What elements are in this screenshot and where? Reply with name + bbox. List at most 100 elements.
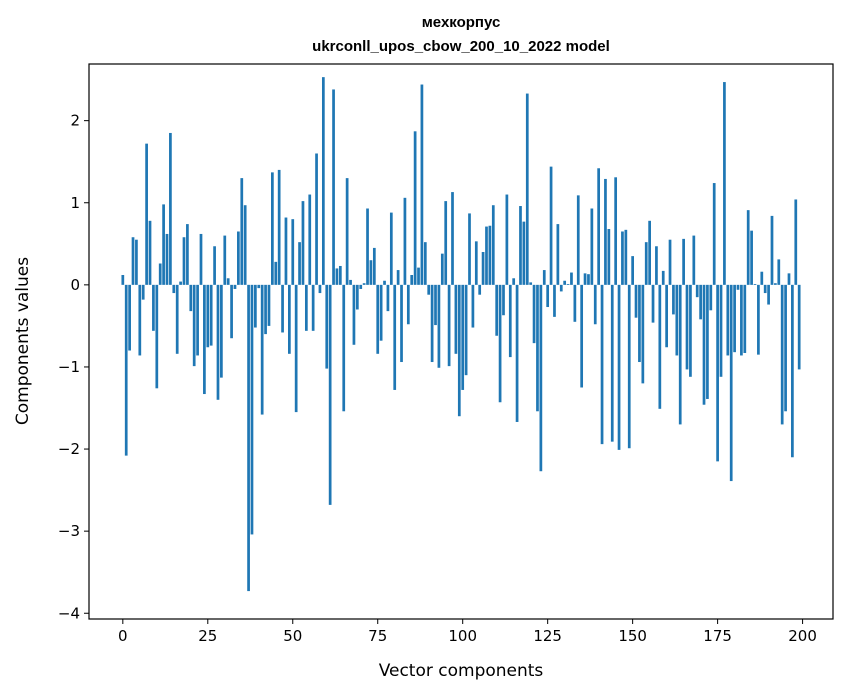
bar	[627, 284, 631, 449]
bar	[590, 208, 594, 285]
bar	[498, 284, 502, 403]
bar	[427, 284, 431, 295]
bar	[716, 284, 719, 462]
x-tick-label: 175	[703, 627, 732, 645]
bar	[519, 206, 522, 285]
bar	[182, 237, 186, 285]
bar	[495, 284, 499, 336]
bar	[692, 235, 696, 285]
bar	[491, 205, 495, 285]
bar	[553, 284, 556, 317]
bar	[152, 284, 155, 331]
bar	[797, 284, 801, 370]
bar	[695, 284, 699, 298]
bar	[141, 284, 145, 300]
bar	[624, 229, 628, 285]
bar	[532, 284, 536, 344]
bar	[485, 226, 488, 285]
y-tick-label: 2	[70, 112, 80, 130]
bar	[294, 284, 298, 413]
bar	[169, 132, 172, 285]
bar	[750, 230, 753, 285]
bar	[706, 284, 709, 399]
bar-series	[121, 77, 801, 592]
bar	[682, 238, 685, 285]
bar	[138, 284, 142, 356]
x-axis-label: Vector components	[379, 661, 544, 681]
bar	[220, 284, 223, 378]
bar	[400, 284, 403, 363]
bar	[332, 89, 335, 285]
bar	[172, 284, 176, 294]
bar	[515, 284, 519, 422]
bar	[648, 220, 651, 285]
bar	[233, 284, 237, 289]
bar	[240, 178, 244, 285]
x-tick-label: 75	[368, 627, 387, 645]
bar	[267, 284, 271, 326]
x-tick-label: 200	[788, 627, 817, 645]
bar	[746, 210, 750, 285]
bar	[464, 284, 468, 376]
bar	[546, 284, 550, 308]
bar	[434, 284, 437, 326]
bar	[559, 284, 563, 292]
bar	[271, 172, 274, 285]
bar	[264, 284, 267, 335]
bar	[243, 205, 247, 285]
bar	[389, 212, 393, 285]
bar	[604, 178, 607, 285]
bar	[155, 284, 159, 389]
bar	[471, 284, 475, 328]
x-tick-label: 0	[118, 627, 128, 645]
bar	[206, 284, 210, 348]
bar	[474, 241, 478, 285]
bar	[396, 270, 400, 285]
bar	[192, 284, 196, 367]
bar	[413, 131, 417, 285]
bar	[288, 284, 291, 354]
bar	[763, 284, 767, 294]
bar	[175, 284, 179, 354]
bar	[230, 284, 233, 339]
bar	[678, 284, 682, 425]
bar	[536, 284, 539, 412]
bar	[468, 213, 471, 285]
bar	[777, 259, 781, 285]
bar	[658, 284, 662, 409]
bar	[621, 231, 624, 285]
bar	[570, 272, 573, 285]
bar	[247, 284, 250, 592]
bar	[277, 169, 281, 285]
bar	[203, 284, 206, 395]
bar	[617, 284, 621, 450]
bar	[349, 279, 352, 285]
y-tick-label: −1	[58, 358, 80, 376]
bar	[508, 284, 512, 358]
bar	[794, 199, 798, 285]
bar	[186, 224, 189, 285]
bar	[304, 284, 308, 331]
bar	[410, 275, 414, 285]
bar	[573, 284, 577, 322]
bar	[355, 284, 359, 310]
bar	[311, 284, 315, 331]
bar	[740, 284, 743, 356]
bar	[196, 284, 199, 356]
x-tick-label: 50	[283, 627, 302, 645]
bar	[461, 284, 465, 390]
y-tick-label: −2	[58, 440, 80, 458]
bar	[386, 284, 390, 312]
bar	[770, 215, 774, 285]
bar	[352, 284, 356, 345]
bar	[723, 82, 726, 285]
bar	[549, 166, 553, 285]
x-axis-ticks: 0 25 50 75 100 125 150 175 200	[118, 619, 817, 645]
bar	[403, 197, 407, 285]
y-tick-label: 0	[70, 276, 80, 294]
bar	[321, 77, 325, 285]
x-tick-label: 25	[198, 627, 217, 645]
bar	[274, 261, 278, 285]
bar	[362, 283, 366, 285]
y-axis-label: Components values	[13, 257, 33, 425]
